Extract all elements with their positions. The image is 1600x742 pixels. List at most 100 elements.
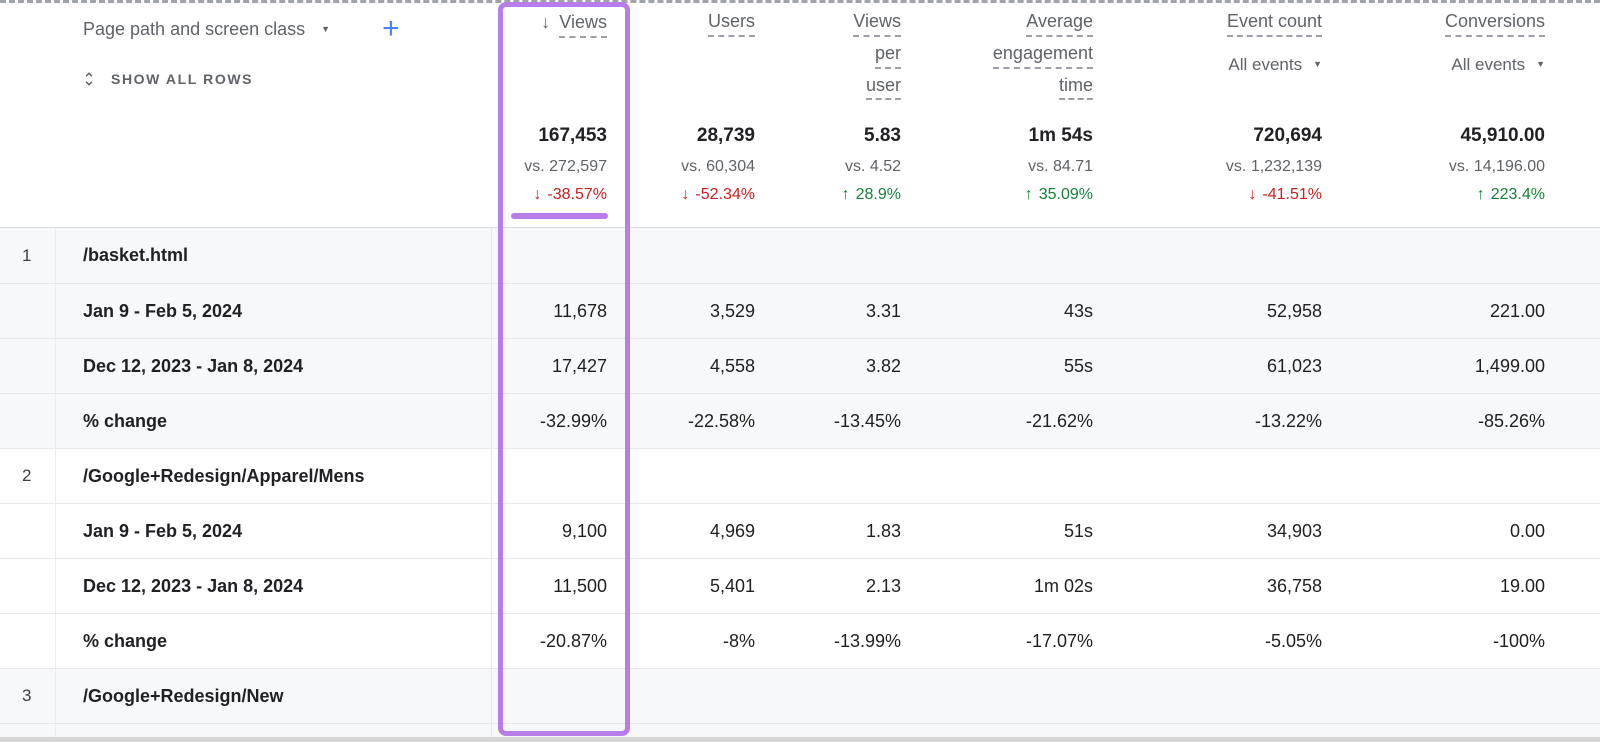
table-row: % change -20.87% -8% -13.99% -17.07% -5.… xyxy=(0,613,1600,668)
chart-dashed-edge xyxy=(0,0,1600,3)
row-number xyxy=(0,394,56,448)
totals-vs: vs. 4.52 xyxy=(844,158,901,175)
users-column-header-cell: Users 28,739 vs. 60,304 ↓ -52.34% xyxy=(631,11,779,227)
metric-cell: 0.00 xyxy=(1509,520,1545,541)
metric-cell: 11,500 xyxy=(553,575,607,596)
column-label-line: Views xyxy=(853,11,901,37)
column-label-line: engagement xyxy=(992,43,1093,69)
totals-change-value: -52.34% xyxy=(695,186,755,203)
totals-users: 28,739 vs. 60,304 ↓ -52.34% xyxy=(681,125,755,204)
views-per-user-column-header-cell: Views per user 5.83 vs. 4.52 ↑ 28.9% xyxy=(779,11,925,227)
conversions-column-header-cell: Conversions All events ▼ 45,910.00 vs. 1… xyxy=(1346,11,1600,227)
column-label-line: Average xyxy=(1026,11,1093,37)
metric-cell: 11,678 xyxy=(553,300,607,321)
metric-cell: 1.83 xyxy=(865,520,901,541)
metric-cell: 34,903 xyxy=(1266,520,1322,541)
metric-cell: -100% xyxy=(1492,630,1545,651)
row-label: Jan 9 - Feb 5, 2024 xyxy=(56,504,492,558)
table-row: Dec 12, 2023 - Jan 8, 2024 17,427 4,558 … xyxy=(0,338,1600,393)
chevron-down-icon[interactable]: ▼ xyxy=(321,23,331,34)
totals-value: 5.83 xyxy=(864,125,901,146)
table-row: Jan 9 - Feb 5, 2024 11,678 3,529 3.31 43… xyxy=(0,283,1600,338)
metric-cell: 17,427 xyxy=(551,355,607,376)
row-number: 1 xyxy=(0,228,56,283)
add-dimension-button[interactable]: + xyxy=(382,12,400,45)
metric-cell: 221.00 xyxy=(1489,300,1545,321)
totals-value: 28,739 xyxy=(696,125,755,146)
totals-change: ↑ 28.9% xyxy=(842,186,901,204)
arrow-up-icon: ↑ xyxy=(1024,186,1033,203)
table-row: 2 /Google+Redesign/Apparel/Mens xyxy=(0,448,1600,503)
table-row: % change -32.99% -22.58% -13.45% -21.62%… xyxy=(0,393,1600,448)
totals-value: 45,910.00 xyxy=(1460,125,1545,146)
row-label: Dec 12, 2023 - Jan 8, 2024 xyxy=(56,559,492,613)
row-number: 3 xyxy=(0,669,56,723)
metric-cell: 19.00 xyxy=(1499,575,1545,596)
metric-cell: 43s xyxy=(1063,300,1093,321)
scrollbar-track[interactable] xyxy=(0,737,1600,742)
table-header: Page path and screen class ▼ + SHOW ALL … xyxy=(0,0,1600,228)
column-header-average-engagement-time[interactable]: Average engagement time xyxy=(992,11,1093,125)
event-count-filter[interactable]: All events ▼ xyxy=(1228,55,1322,75)
totals-views-per-user: 5.83 vs. 4.52 ↑ 28.9% xyxy=(842,125,901,204)
dimension-header-cell: Page path and screen class ▼ + SHOW ALL … xyxy=(0,12,492,227)
column-header-users[interactable]: Users xyxy=(707,11,755,125)
metric-cell: 9,100 xyxy=(561,520,607,541)
metric-cell: 1,499.00 xyxy=(1474,355,1545,376)
metric-cell: -20.87% xyxy=(539,630,607,651)
metric-cell: -8% xyxy=(722,630,755,651)
column-label-users: Users xyxy=(707,11,755,37)
metric-cell: -85.26% xyxy=(1477,410,1545,431)
totals-value: 720,694 xyxy=(1253,125,1322,146)
table-row: Dec 12, 2023 - Jan 8, 2024 11,500 5,401 … xyxy=(0,558,1600,613)
avg-engagement-column-header-cell: Average engagement time 1m 54s vs. 84.71… xyxy=(925,11,1117,227)
column-header-conversions[interactable]: Conversions All events ▼ xyxy=(1444,11,1545,125)
totals-change-value: 35.09% xyxy=(1038,186,1093,203)
row-number xyxy=(0,504,56,558)
dimension-selector[interactable]: Page path and screen class xyxy=(83,18,306,39)
column-header-views[interactable]: ↓ Views xyxy=(541,12,607,125)
metric-cell: 52,958 xyxy=(1266,300,1322,321)
metric-cell: 3.82 xyxy=(865,355,901,376)
metric-cell: -21.62% xyxy=(1025,410,1093,431)
arrow-up-icon: ↑ xyxy=(1476,186,1485,203)
totals-vs: vs. 14,196.00 xyxy=(1448,158,1545,175)
totals-change: ↑ 35.09% xyxy=(1025,186,1093,204)
metric-cell: 4,558 xyxy=(709,355,755,376)
column-label-line: per xyxy=(874,43,901,69)
metric-cell: 2.13 xyxy=(865,575,901,596)
metric-cell: 3.31 xyxy=(865,300,901,321)
row-number: 2 xyxy=(0,449,56,503)
table-row: 3 /Google+Redesign/New xyxy=(0,668,1600,723)
row-label: % change xyxy=(56,614,492,668)
chevron-down-icon: ▼ xyxy=(1313,59,1322,70)
row-number xyxy=(0,339,56,393)
metric-cell: -5.05% xyxy=(1264,630,1322,651)
table-row: 1 /basket.html xyxy=(0,228,1600,283)
column-label-event-count: Event count xyxy=(1226,11,1322,37)
totals-vs: vs. 1,232,139 xyxy=(1225,158,1322,175)
totals-change-value: -38.57% xyxy=(547,186,607,203)
row-label: /basket.html xyxy=(56,228,492,283)
totals-average-engagement-time: 1m 54s vs. 84.71 ↑ 35.09% xyxy=(1025,125,1093,204)
row-label: % change xyxy=(56,394,492,448)
column-header-views-per-user[interactable]: Views per user xyxy=(853,11,901,125)
metric-cell: 5,401 xyxy=(709,575,755,596)
metric-cell: 1m 02s xyxy=(1033,575,1093,596)
row-label: Dec 12, 2023 - Jan 8, 2024 xyxy=(56,339,492,393)
table-row: Jan 9 - Feb 5, 2024 9,100 4,969 1.83 51s… xyxy=(0,503,1600,558)
metric-cell: -22.58% xyxy=(687,410,755,431)
totals-change: ↓ -52.34% xyxy=(681,186,755,204)
row-label: /Google+Redesign/New xyxy=(56,669,492,723)
row-label: /Google+Redesign/Apparel/Mens xyxy=(56,449,492,503)
row-number xyxy=(0,724,56,742)
arrow-down-icon: ↓ xyxy=(1248,186,1257,203)
show-all-rows-button[interactable]: SHOW ALL ROWS xyxy=(0,70,492,88)
conversions-filter[interactable]: All events ▼ xyxy=(1451,55,1545,75)
totals-change-value: 28.9% xyxy=(855,186,901,203)
sort-descending-icon: ↓ xyxy=(541,12,551,32)
column-header-event-count[interactable]: Event count All events ▼ xyxy=(1226,11,1322,125)
column-label-line: user xyxy=(865,75,901,101)
views-column-header-cell: ↓ Views 167,453 vs. 272,597 ↓ -38.57% xyxy=(492,12,631,227)
totals-value: 167,453 xyxy=(538,125,607,146)
